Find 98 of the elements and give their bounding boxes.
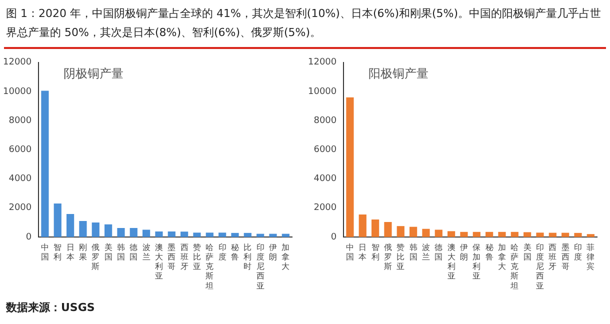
y-tick-label: 10000 <box>2 86 32 97</box>
x-tick-label: 日本 <box>66 242 74 262</box>
x-tick-label: 日本 <box>358 242 367 262</box>
bar <box>168 231 176 237</box>
x-tick-label: 墨西哥 <box>168 242 176 272</box>
bar <box>448 231 456 237</box>
bar <box>92 222 100 237</box>
bar <box>231 232 239 237</box>
x-tick-label: 西班牙 <box>180 242 188 272</box>
bar <box>524 232 532 237</box>
y-tick-label: 0 <box>330 232 337 242</box>
bar <box>536 232 544 237</box>
bar <box>562 232 570 237</box>
bar <box>269 234 277 237</box>
bar <box>180 232 188 237</box>
x-tick-label: 刚果 <box>78 242 87 262</box>
bar <box>434 230 442 237</box>
x-tick-label: 印度 <box>574 242 582 262</box>
y-tick-label: 2000 <box>314 203 337 214</box>
y-tick-label: 8000 <box>314 116 337 126</box>
x-tick-label: 智利 <box>371 242 380 262</box>
x-tick-label: 比利时 <box>244 242 252 272</box>
chart-title: 阴极铜产量 <box>64 66 124 81</box>
x-tick-label: 美国 <box>104 242 112 262</box>
x-tick-label: 中国 <box>40 242 49 262</box>
bar <box>130 228 138 237</box>
bar <box>54 204 62 237</box>
x-tick-label: 德国 <box>434 242 443 262</box>
x-tick-label: 波兰 <box>422 242 430 262</box>
y-tick-label: 2000 <box>8 203 32 214</box>
bar <box>142 230 150 237</box>
x-tick-label: 德国 <box>130 242 138 262</box>
source-note: 数据来源：USGS <box>6 300 95 315</box>
x-tick-label: 加拿大 <box>498 242 506 272</box>
y-tick-label: 4000 <box>8 174 32 184</box>
x-tick-label: 保加利亚 <box>472 242 481 281</box>
x-tick-label: 墨西哥 <box>561 242 570 272</box>
x-tick-label: 波兰 <box>142 242 150 262</box>
y-tick-label: 4000 <box>314 174 337 184</box>
bar <box>486 232 494 237</box>
bar <box>282 234 290 237</box>
x-tick-label: 西班牙 <box>548 242 557 272</box>
x-tick-label: 哈萨克斯坦 <box>510 242 519 290</box>
x-tick-label: 伊朗 <box>268 242 277 262</box>
bar <box>244 232 252 237</box>
x-tick-label: 印度 <box>218 242 226 262</box>
bar <box>79 220 87 237</box>
bar <box>422 228 430 237</box>
x-tick-label: 秘鲁 <box>485 242 494 262</box>
bar <box>586 234 594 237</box>
x-tick-label: 智利 <box>54 242 62 262</box>
bar <box>574 232 582 237</box>
x-tick-label: 韩国 <box>409 242 418 262</box>
y-tick-label: 6000 <box>314 145 337 156</box>
y-tick-label: 12000 <box>308 58 337 68</box>
x-tick-label: 印度尼西亚 <box>536 242 544 290</box>
x-tick-label: 印度尼西亚 <box>256 242 264 290</box>
caption: 图 1：2020 年，中国阴极铜产量占全球的 41%，其次是智利(10%)、日本(6%)和刚果(5%)。中国的阳极铜产量几乎占世界总产量的 50%，其次是日本(8%)、智利(6%)、俄罗斯(5%)。 <box>6 6 602 41</box>
x-tick-label: 俄罗斯 <box>92 242 100 272</box>
x-tick-label: 韩国 <box>116 242 125 262</box>
bar <box>256 234 264 237</box>
bar <box>218 232 226 237</box>
x-tick-label: 俄罗斯 <box>384 242 392 272</box>
y-tick-label: 12000 <box>2 58 32 68</box>
bar <box>155 231 163 237</box>
x-tick-label: 赞比亚 <box>396 242 405 272</box>
x-tick-label: 美国 <box>523 242 532 262</box>
bar <box>104 224 112 237</box>
bar <box>510 232 518 237</box>
bar <box>460 232 468 237</box>
x-tick-label: 伊朗 <box>460 242 468 262</box>
y-tick-label: 8000 <box>8 116 32 126</box>
bar <box>396 226 404 237</box>
bar <box>117 228 125 237</box>
x-tick-label: 澳大利亚 <box>154 242 163 281</box>
bar <box>41 90 49 237</box>
bar <box>548 232 556 237</box>
x-tick-label: 澳大利亚 <box>447 242 456 281</box>
x-tick-label: 中国 <box>346 242 354 262</box>
bar <box>193 232 201 237</box>
bar <box>372 220 380 237</box>
y-tick-label: 10000 <box>308 86 337 97</box>
bar <box>346 97 354 237</box>
bar <box>410 226 418 237</box>
x-tick-label: 哈萨克斯坦 <box>204 242 214 290</box>
x-tick-label: 秘鲁 <box>230 242 239 262</box>
bar <box>358 214 366 237</box>
x-tick-label: 加拿大 <box>282 242 290 272</box>
bar <box>384 222 392 237</box>
x-tick-label: 赞比亚 <box>192 242 201 272</box>
bar <box>66 214 74 237</box>
x-tick-label: 菲律宾 <box>586 242 595 272</box>
y-tick-label: 6000 <box>8 145 32 156</box>
bar <box>472 232 480 237</box>
y-tick-label: 0 <box>26 232 32 242</box>
bar <box>206 232 214 237</box>
bar <box>498 232 506 237</box>
chart-title: 阳极铜产量 <box>368 66 429 81</box>
